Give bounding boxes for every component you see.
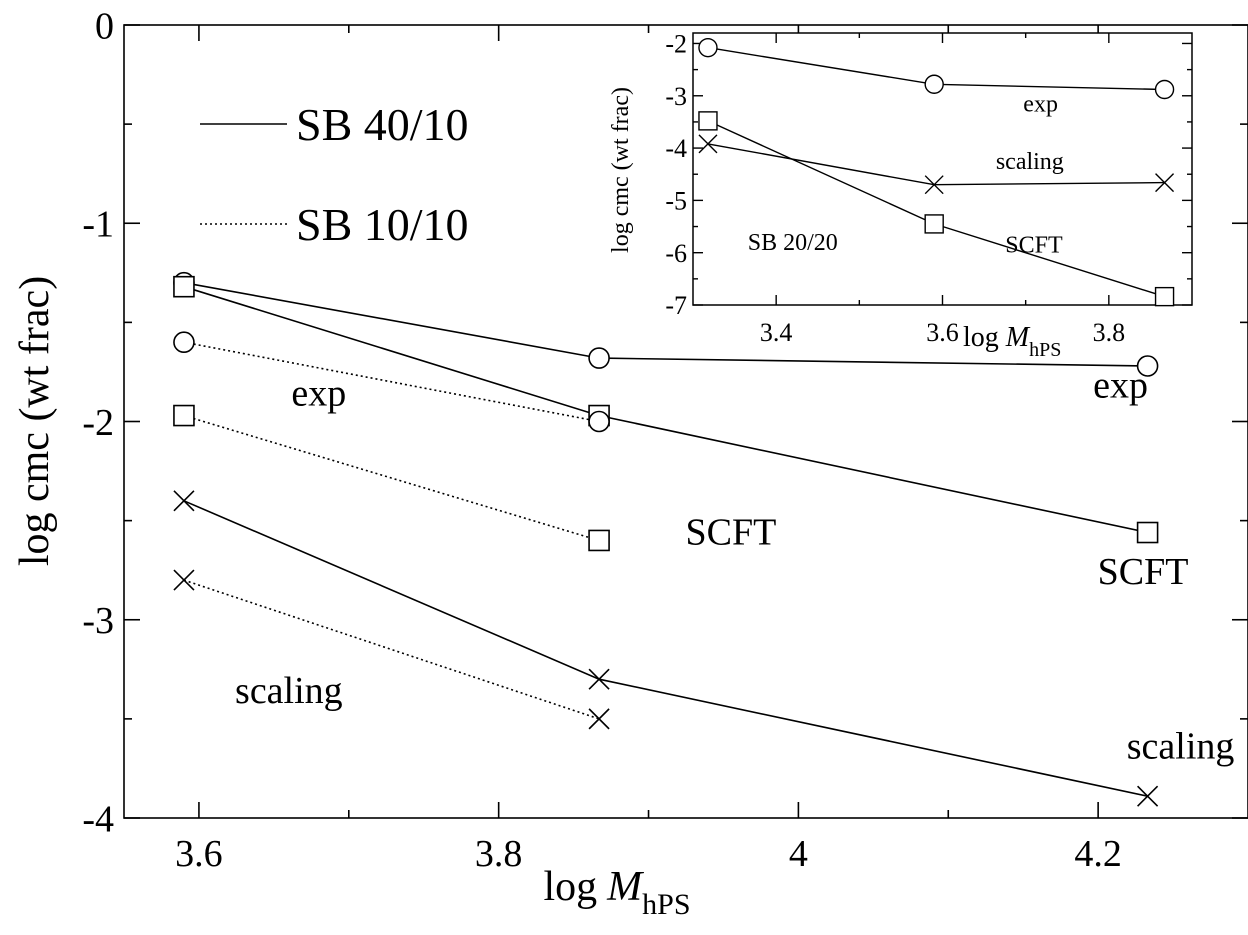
inset-y-tick-label: -2 bbox=[665, 30, 687, 59]
inset-point-circle bbox=[698, 37, 718, 58]
main-annotation: SCFT bbox=[1098, 551, 1189, 593]
main-annotation: exp bbox=[1093, 365, 1148, 407]
inset-x-tick-label: 3.8 bbox=[1093, 318, 1126, 347]
main-x-tick-label: 3.8 bbox=[475, 833, 523, 875]
inset-plot: 3.4 3.6 3.8 -2 -3 -4 -5 -6 -7 exp scaling SCFT SB 2… bbox=[608, 30, 1193, 361]
main-series-group bbox=[173, 271, 1159, 807]
main-plot: 3.6 3.8 4 4.2 0 -1 -2 -3 -4 SB 40/10 SB 10/10 exp… bbox=[12, 5, 1248, 921]
main-y-tick-label: 0 bbox=[95, 5, 114, 47]
legend-label: SB 40/10 bbox=[296, 99, 469, 150]
inset-annotation: SB 20/20 bbox=[748, 230, 838, 256]
main-axis-ticks: 3.6 3.8 4 4.2 0 -1 -2 -3 -4 bbox=[82, 5, 1248, 875]
main-series-line-square bbox=[183, 414, 600, 542]
main-point-square bbox=[1136, 521, 1159, 544]
main-x-tick-label: 3.6 bbox=[175, 833, 223, 875]
inset-y-tick-label: -7 bbox=[665, 291, 687, 320]
main-point-circle bbox=[588, 347, 610, 369]
main-annotation: SCFT bbox=[686, 511, 777, 553]
main-annotation: scaling bbox=[1127, 726, 1235, 768]
main-point-x bbox=[1137, 785, 1159, 807]
main-y-axis-label: log cmc (wt frac) bbox=[12, 276, 58, 566]
inset-annotation: exp bbox=[1023, 91, 1058, 117]
main-point-square bbox=[588, 529, 610, 552]
main-y-tick-label: -3 bbox=[82, 600, 114, 642]
main-legend: SB 40/10 SB 10/10 bbox=[200, 99, 469, 250]
main-x-axis-label: log MhPS bbox=[543, 864, 690, 921]
main-x-axis-label-prefix: log bbox=[543, 864, 597, 910]
main-point-square bbox=[173, 275, 195, 298]
main-point-x bbox=[173, 569, 195, 591]
inset-x-axis-label-var: M bbox=[1005, 322, 1031, 353]
inset-point-circle bbox=[1154, 79, 1175, 100]
inset-y-tick-label: -6 bbox=[665, 239, 687, 268]
main-series-line-x bbox=[183, 500, 1148, 797]
main-point-x bbox=[588, 668, 610, 690]
main-x-tick-label: 4.2 bbox=[1074, 833, 1122, 875]
main-point-x bbox=[173, 490, 195, 512]
inset-x-axis-label-prefix: log bbox=[963, 322, 999, 353]
inset-x-axis-label: log MhPS bbox=[963, 322, 1061, 361]
main-annotation: exp bbox=[291, 373, 346, 415]
inset-point-square bbox=[1154, 286, 1175, 307]
inset-x-tick-label: 3.6 bbox=[926, 318, 959, 347]
main-y-tick-label: -4 bbox=[82, 798, 114, 840]
main-annotations: exp SCFT scaling exp SCFT scaling bbox=[235, 365, 1234, 768]
inset-point-circle bbox=[924, 74, 944, 94]
inset-annotation: SCFT bbox=[1005, 233, 1063, 259]
main-point-circle bbox=[173, 331, 195, 354]
main-point-circle bbox=[588, 410, 610, 433]
inset-plot-frame bbox=[692, 32, 1193, 306]
inset-annotations: exp scaling SCFT SB 20/20 bbox=[748, 91, 1064, 258]
main-point-square bbox=[173, 404, 195, 427]
main-y-tick-label: -1 bbox=[82, 204, 114, 246]
legend-label: SB 10/10 bbox=[296, 199, 469, 250]
main-point-circle bbox=[1136, 355, 1159, 377]
inset-series-group bbox=[698, 37, 1175, 307]
inset-point-x bbox=[698, 134, 718, 154]
main-series-line-circle bbox=[183, 341, 600, 423]
inset-point-x bbox=[1155, 173, 1175, 193]
main-point-x bbox=[588, 708, 610, 730]
main-y-tick-label: -2 bbox=[82, 402, 114, 444]
inset-annotation: scaling bbox=[996, 149, 1064, 175]
inset-y-tick-label: -4 bbox=[665, 134, 687, 163]
inset-point-square bbox=[924, 214, 944, 234]
main-x-axis-label-var: M bbox=[606, 864, 644, 910]
inset-point-square bbox=[698, 111, 718, 131]
inset-point-x bbox=[924, 175, 944, 195]
inset-y-axis-label: log cmc (wt frac) bbox=[608, 87, 634, 253]
main-x-axis-label-sub: hPS bbox=[642, 888, 690, 921]
inset-axis-ticks: 3.4 3.6 3.8 -2 -3 -4 -5 -6 -7 bbox=[665, 30, 1192, 347]
inset-y-tick-label: -5 bbox=[665, 186, 687, 215]
inset-y-tick-label: -3 bbox=[665, 82, 687, 111]
main-annotation: scaling bbox=[235, 670, 343, 712]
inset-x-tick-label: 3.4 bbox=[760, 318, 793, 347]
main-x-tick-label: 4 bbox=[789, 833, 808, 875]
inset-x-axis-label-sub: hPS bbox=[1029, 339, 1061, 361]
